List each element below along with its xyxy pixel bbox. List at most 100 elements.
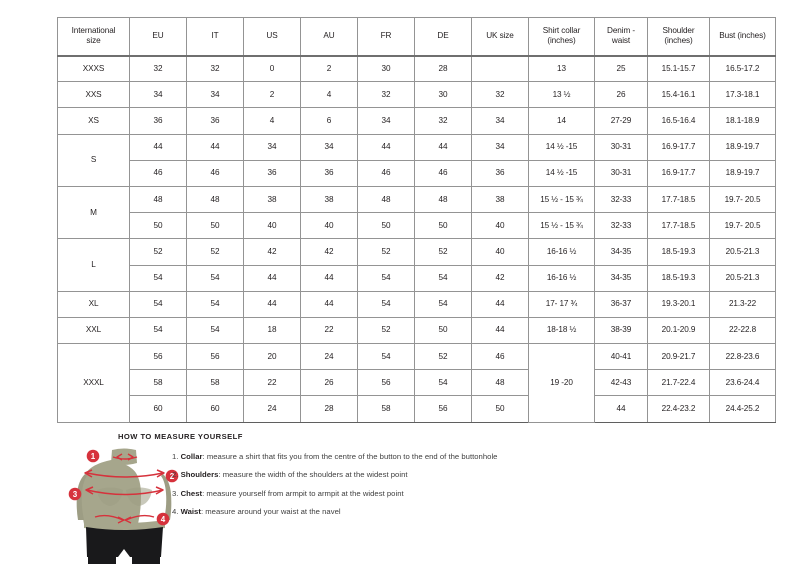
table-row: 46 46 36 36 46 46 36 14 ½ -15 30-31 16.9-17.7 18.9… [58,159,776,187]
column-header-au: AU [300,17,358,57]
cell-bust: 22.8-23.6 [709,343,776,371]
cell-shoulder: 20.9-21.7 [647,343,710,371]
column-header-bust-inches: Bust (inches) [709,17,776,57]
measure-item-number: 1. [172,452,179,461]
cell-shirt-collar: 14 ½ -15 [528,133,595,161]
cell-shirt-collar: 15 ½ - 15 ¾ [528,185,595,214]
cell-us: 18 [243,316,301,345]
cell-fr: 46 [357,159,415,187]
table-row: L 52 52 42 42 52 52 40 16-16 ½ 34-35 18.5-19.3 20.5… [57,238,776,292]
cell-fr: 54 [357,264,415,292]
cell-fr: 30 [357,54,415,83]
cell-international-size: XXXL [57,343,130,423]
column-header-shirt-collar-inches: Shirt collar (inches) [528,17,595,57]
chest-measure-arrow [85,486,164,496]
measure-item-number: 3. [172,488,179,498]
cell-bust: 21.3-22 [709,290,776,318]
cell-shoulder: 17.7-18.5 [647,212,710,240]
cell-au: 24 [300,343,358,371]
cell-de: 48 [414,185,472,214]
cell-de: 56 [414,395,472,423]
cell-de: 28 [414,54,472,83]
measure-item-text: : measure the width of the shoulders at … [218,470,408,480]
cell-fr: 58 [357,395,415,423]
cell-it: 58 [186,369,244,397]
cell-uk: 42 [471,264,529,292]
table-row: M 48 48 38 38 48 48 38 15 ½ - 15 ¾ 32-33 17.7-18.5… [57,185,776,240]
measure-item-label: Chest [180,488,203,498]
cell-de: 46 [414,159,472,187]
cell-bust: 19.7- 20.5 [709,185,776,214]
cell-eu: 52 [129,238,187,266]
table-row: 54 54 44 44 54 54 42 16-16 ½ 34-35 18.5-19.3 20.5-… [58,264,776,292]
table-body: XXXS 32 32 0 2 30 28 13 25 15.1-15.7 16.5-17.2 XXS 3… [57,54,776,423]
cell-uk: 40 [471,212,529,240]
cell-international-size: M [57,185,130,240]
cell-international-size: XXXS [57,54,130,83]
figure-badge-1-label: 1 [91,452,96,461]
cell-us: 20 [243,343,301,371]
cell-au: 44 [300,264,358,292]
cell-it: 54 [186,290,244,318]
cell-eu: 46 [129,159,187,187]
table-header: International size EU IT US AU FR DE UK size Shir… [57,17,776,57]
cell-international-size: L [57,238,130,292]
cell-de: 52 [414,343,472,371]
cell-eu: 34 [129,81,187,109]
cell-shoulder: 15.1-15.7 [647,54,710,83]
table-row: 50 50 40 40 50 50 40 15 ½ - 15 ¾ 32-33 17.7-18.5 1… [58,212,776,240]
cell-denim: 34-35 [594,264,648,292]
cell-denim: 32-33 [594,185,648,214]
cell-au: 44 [300,290,358,318]
how-to-measure-title: HOW TO MEASURE YOURSELF [118,432,243,441]
cell-uk: 46 [471,343,529,371]
cell-au: 40 [300,212,358,240]
cell-us: 34 [243,133,301,161]
cell-it: 32 [186,54,244,83]
figure-badge-3-label: 3 [73,490,78,499]
cell-au: 42 [300,238,358,266]
cell-denim: 38-39 [594,316,648,345]
measure-item-number: 4. [172,507,179,517]
column-header-uk-size: UK size [471,17,529,57]
cell-international-size: XS [57,107,130,135]
table-row: XL 54 54 44 44 54 54 44 17- 17 ¾ 36-37 19.3-20.1 21… [57,290,776,318]
cell-shirt-collar: 17- 17 ¾ [528,290,595,318]
measure-instruction-item: 4. Waist: measure around your waist at t… [172,507,497,517]
cell-shoulder: 20.1-20.9 [647,316,710,345]
cell-us: 36 [243,159,301,187]
cell-de: 54 [414,264,472,292]
cell-eu: 44 [129,133,187,161]
how-to-measure-section: HOW TO MEASURE YOURSELF 1. Collar: measu… [118,432,718,516]
column-header-line: Denim - [607,26,635,36]
cell-denim: 34-35 [594,238,648,266]
cell-it: 60 [186,395,244,423]
column-header-line: (inches) [547,36,576,46]
column-header-line: Shirt collar [542,26,581,36]
shoulders-measure-arrow [84,469,165,478]
column-header-line: Bust (inches) [719,31,766,41]
cell-eu: 32 [129,54,187,83]
cell-au: 36 [300,159,358,187]
figure-badge-3: 3 [68,487,82,501]
cell-shoulder: 16.9-17.7 [647,133,710,161]
column-header-international-size: International size [57,17,130,57]
figure-badge-2-label: 2 [170,472,175,481]
cell-uk: 34 [471,107,529,135]
table-row: XXS 34 34 2 4 32 30 32 13 ½ 26 15.4-16.1 17.3-18.1 [57,81,776,109]
cell-us: 44 [243,264,301,292]
cell-denim: 30-31 [594,133,648,161]
cell-bust: 18.9-19.7 [709,159,776,187]
cell-uk [471,54,529,83]
cell-shoulder: 21.7-22.4 [647,369,710,397]
collar-measure-arrow [112,453,138,461]
cell-shirt-collar: 16-16 ½ [528,264,595,292]
measure-item-number: 2. [172,470,179,480]
chest-shading [97,487,123,506]
cell-bust: 20.5-21.3 [709,238,776,266]
cell-de: 50 [414,316,472,345]
cell-uk: 44 [471,290,529,318]
table-row: XS 36 36 4 6 34 32 34 14 27-29 16.5-16.4 18.1-18.9 [57,107,776,135]
cell-fr: 32 [357,81,415,109]
column-header-it: IT [186,17,244,57]
